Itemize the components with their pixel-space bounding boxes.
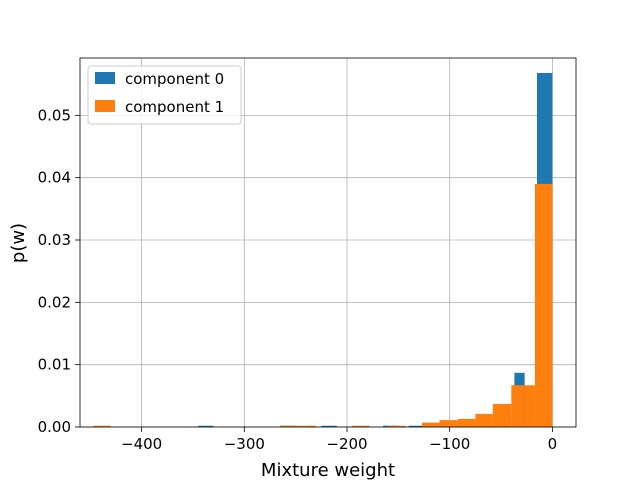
plot-area-frame <box>79 57 577 428</box>
x-tick-label: −400 <box>121 435 162 453</box>
histogram-bar-component-0 <box>408 425 425 427</box>
legend-label-component-1: component 1 <box>125 98 224 116</box>
y-tick-label: 0.01 <box>38 356 71 374</box>
legend-swatch-component-1 <box>95 100 115 112</box>
y-tick-label: 0.02 <box>38 293 71 311</box>
y-axis-ticks: 0.00 0.01 0.02 0.03 0.04 0.05 <box>38 106 80 436</box>
legend-box <box>87 65 242 125</box>
histogram-bar-component-1 <box>511 385 524 427</box>
histogram-bar-component-1 <box>475 413 493 427</box>
y-axis-label: p(w) <box>8 223 29 263</box>
histogram-bar-component-1 <box>352 425 370 427</box>
histogram-bars <box>93 72 553 427</box>
y-tick-label: 0.05 <box>38 106 71 124</box>
histogram-bar-component-0 <box>198 425 214 427</box>
histogram-bar-component-1 <box>439 420 458 427</box>
histogram-bar-component-1 <box>457 418 476 427</box>
y-tick-label: 0.00 <box>38 418 71 436</box>
histogram-bar-component-1 <box>534 183 553 427</box>
legend: component 0 component 1 <box>87 65 242 125</box>
histogram-bar-component-0 <box>321 425 337 427</box>
legend-swatch-component-0 <box>95 72 115 84</box>
histogram-bar-component-1 <box>523 385 535 427</box>
x-tick-label: −200 <box>326 435 367 453</box>
histogram-bar-component-1 <box>388 425 406 427</box>
histogram-bar-component-1 <box>280 425 299 427</box>
histogram-bar-component-1 <box>93 425 111 427</box>
x-tick-label: −300 <box>224 435 265 453</box>
histogram-bar-component-1 <box>421 422 440 427</box>
y-tick-label: 0.04 <box>38 169 71 187</box>
x-axis-ticks: −400 −300 −200 −100 0 <box>121 427 557 453</box>
y-tick-label: 0.03 <box>38 231 71 249</box>
x-axis-label: Mixture weight <box>261 460 395 480</box>
histogram-bar-component-1 <box>298 425 317 427</box>
legend-label-component-0: component 0 <box>125 70 224 88</box>
histogram-bar-component-1 <box>492 403 512 427</box>
x-tick-label: −100 <box>429 435 470 453</box>
x-tick-label: 0 <box>548 435 558 453</box>
